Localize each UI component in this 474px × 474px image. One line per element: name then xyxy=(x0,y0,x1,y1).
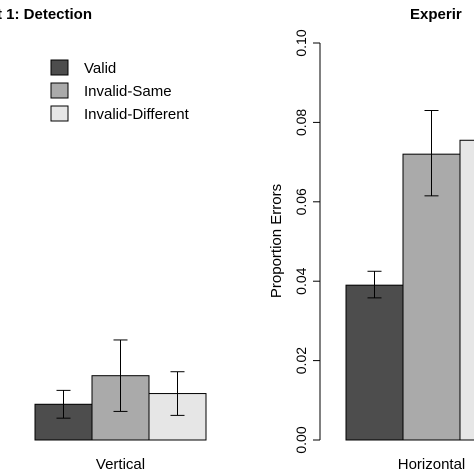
y-tick-label: 0.00 xyxy=(293,426,309,453)
bar-valid xyxy=(345,284,404,441)
legend-swatch xyxy=(50,82,69,99)
legend: Valid Invalid-Same Invalid-Different xyxy=(50,59,190,123)
y-axis: 0.00 0.02 0.04 0.06 0.08 0.10 xyxy=(293,29,321,454)
y-tick-label: 0.02 xyxy=(293,347,309,374)
y-tick-label: 0.06 xyxy=(293,188,309,215)
y-axis-title: Proportion Errors xyxy=(268,184,285,298)
left-category-labels: Vertical xyxy=(96,456,145,473)
bar-invalid-different xyxy=(459,139,474,441)
category-label: Horizontal xyxy=(398,456,466,473)
legend-swatch xyxy=(50,105,69,122)
left-chart-panel: t 1: Detection Valid Invalid-Same Invalid-… xyxy=(0,6,207,473)
legend-label: Invalid-Different xyxy=(84,106,190,123)
y-tick-label: 0.04 xyxy=(293,267,309,294)
left-chart-title: t 1: Detection xyxy=(0,6,92,23)
right-chart-title: Experir xyxy=(410,6,462,23)
right-category-labels: Horizontal xyxy=(398,456,466,473)
category-label: Vertical xyxy=(96,456,145,473)
legend-label: Invalid-Same xyxy=(84,83,172,100)
y-tick-label: 0.08 xyxy=(293,109,309,136)
right-chart-panel: Experir 0.00 0.02 0.04 0.06 0.08 0.10 Proport… xyxy=(268,6,474,473)
left-bars xyxy=(34,339,207,441)
y-tick-label: 0.10 xyxy=(293,29,309,56)
legend-label: Valid xyxy=(84,60,116,77)
legend-swatch xyxy=(50,59,69,76)
bar-invalid-same xyxy=(402,153,461,441)
right-bars xyxy=(345,109,474,441)
